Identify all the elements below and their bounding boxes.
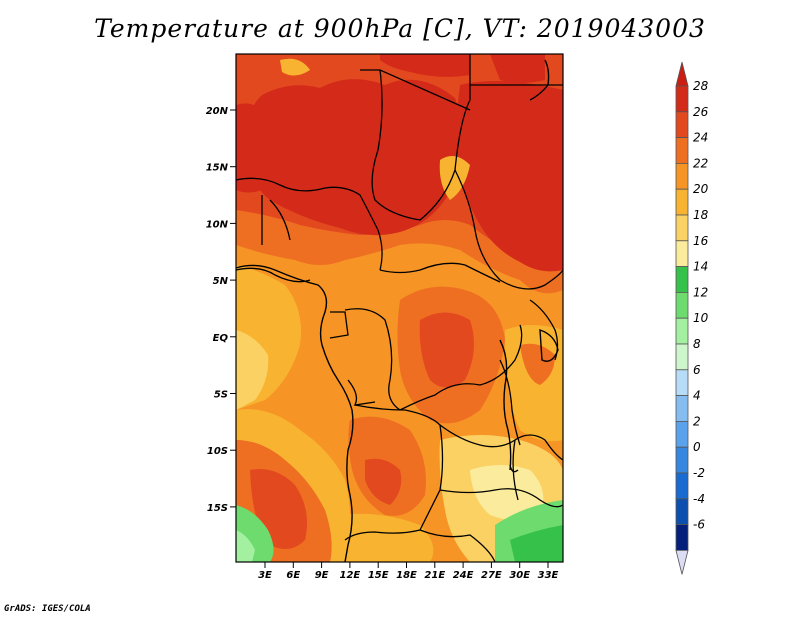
lat-label: 5S: [214, 390, 228, 401]
lon-label: 21E: [424, 570, 445, 581]
colorbar-label: 2: [693, 414, 701, 428]
colorbar-swatch: [675, 446, 689, 474]
colorbar-label: -2: [693, 466, 705, 480]
latitude-axis: 20N 15N 10N 5N EQ 5S 10S 15S: [206, 106, 236, 514]
colorbar-label: 0: [693, 440, 701, 454]
colorbar-label: 28: [693, 79, 709, 93]
longitude-axis: 3E 6E 9E 12E 15E 18E 21E 24E 27E 30E 33E: [258, 562, 559, 581]
colorbar-label: 20: [693, 182, 709, 196]
lon-label: 9E: [315, 570, 329, 581]
colorbar-swatch: [675, 291, 689, 319]
lon-label: 24E: [453, 570, 474, 581]
lon-label: 18E: [396, 570, 417, 581]
lat-label: 10S: [207, 446, 228, 457]
colorbar-label: 16: [693, 234, 709, 248]
temperature-field: [236, 54, 563, 562]
lon-label: 15E: [368, 570, 389, 581]
colorbar-label: 10: [693, 311, 709, 325]
colorbar-swatch: [675, 137, 689, 164]
colorbar-label: 12: [693, 285, 708, 299]
colorbar-swatch: [675, 162, 689, 190]
colorbar-swatch: [675, 498, 689, 525]
lon-label: 6E: [286, 570, 300, 581]
lon-label: 27E: [481, 570, 502, 581]
lat-label: 15N: [206, 163, 229, 174]
colorbar-swatch: [675, 111, 689, 139]
lon-label: 30E: [509, 570, 530, 581]
colorbar-label: 18: [693, 208, 709, 222]
colorbar-bottom-arrow: [675, 550, 689, 575]
lat-label: EQ: [213, 333, 229, 344]
lon-label: 33E: [538, 570, 559, 581]
colorbar-swatch: [675, 369, 689, 396]
lat-label: 5N: [213, 276, 229, 287]
colorbar-label: 8: [693, 337, 701, 351]
colorbar-label: 6: [693, 363, 701, 377]
colorbar-swatch: [675, 524, 689, 551]
credit-label: GrADS: IGES/COLA: [4, 604, 91, 614]
colorbar-top-arrow: [675, 61, 689, 87]
coastline: [236, 59, 559, 562]
country-borders: [236, 54, 563, 562]
colorbar-swatch: [675, 266, 689, 293]
colorbar-swatch: [675, 472, 689, 500]
colorbar-label: 22: [693, 156, 708, 170]
colorbar-label: 14: [693, 260, 708, 274]
map-frame: [235, 53, 564, 563]
lat-label: 10N: [206, 219, 229, 230]
colorbar-swatch: [675, 240, 689, 268]
lat-label: 20N: [206, 106, 229, 117]
colorbar-swatch: [675, 420, 689, 448]
colorbar-swatch: [675, 214, 689, 242]
lat-label: 15S: [207, 503, 228, 514]
map-title: Temperature at 900hPa [C], VT: 201904300…: [94, 14, 706, 43]
colorbar-label: -6: [693, 518, 705, 532]
colorbar-swatch: [675, 395, 689, 422]
colorbar-label: 24: [693, 131, 708, 145]
colorbar-label: -4: [693, 492, 705, 506]
colorbar-swatch: [675, 188, 689, 216]
colorbar-swatch: [675, 85, 689, 113]
colorbar-label: 4: [693, 389, 701, 403]
colorbar-swatch: [675, 343, 689, 371]
lon-label: 3E: [258, 570, 272, 581]
colorbar-swatch: [675, 317, 689, 345]
colorbar-label: 26: [693, 105, 709, 119]
lon-label: 12E: [340, 570, 361, 581]
